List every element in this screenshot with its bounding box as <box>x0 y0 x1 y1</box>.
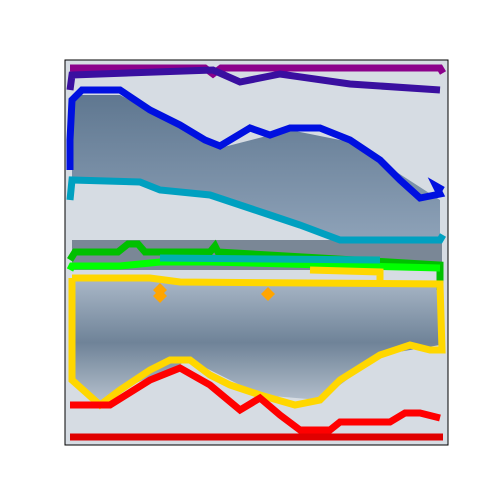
contours <box>66 64 447 441</box>
contour-line <box>66 176 447 244</box>
image-dark-region <box>72 95 440 240</box>
axes-frame <box>64 59 449 446</box>
contour-line <box>66 66 441 94</box>
contour-line <box>68 274 446 410</box>
contour-line <box>70 364 441 434</box>
contour-line <box>309 266 384 285</box>
contour-line <box>66 258 441 272</box>
contour-marker <box>153 289 167 303</box>
contour-line <box>66 86 446 202</box>
contour-marker <box>261 287 275 301</box>
contour-line <box>159 254 381 264</box>
